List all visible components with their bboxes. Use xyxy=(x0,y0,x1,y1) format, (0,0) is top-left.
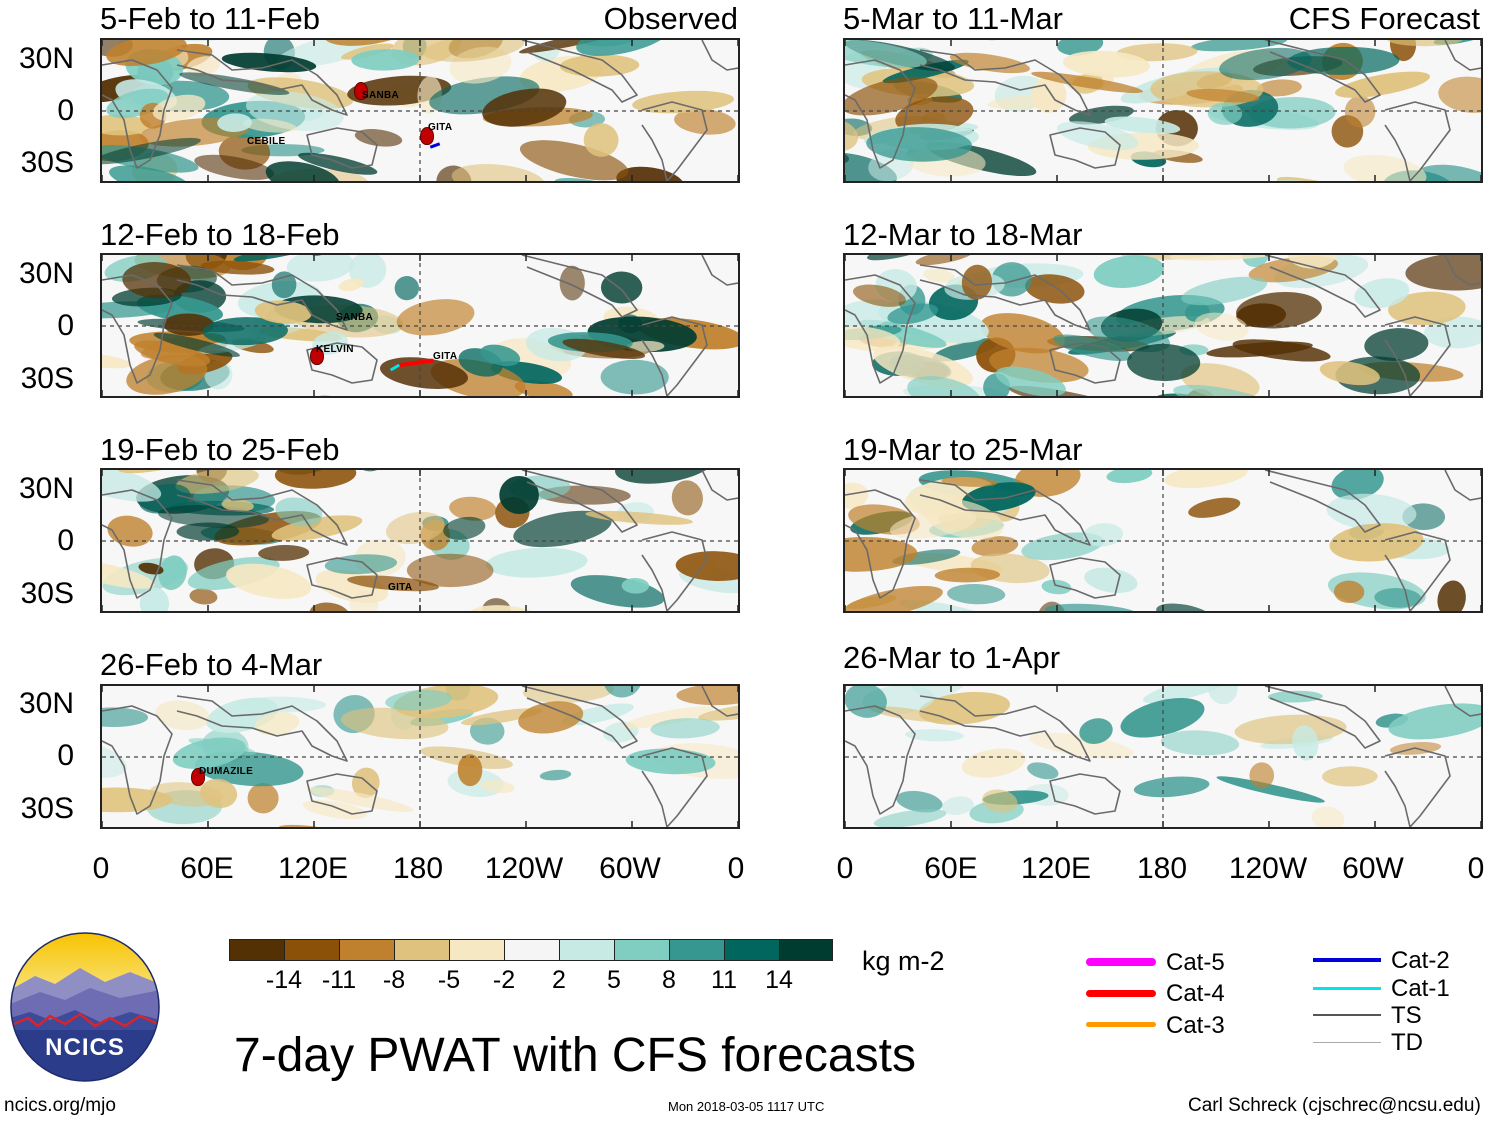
map-panel xyxy=(100,468,740,613)
panel-title-5: 5-Mar to 11-Mar xyxy=(843,1,1063,36)
colorbar-tick: 11 xyxy=(711,966,737,994)
colorbar-tick: 14 xyxy=(765,966,793,994)
colorbar-swatch xyxy=(779,939,833,961)
legend-label: Cat-2 xyxy=(1391,947,1450,974)
x-tick: 0 xyxy=(836,852,854,885)
map-panel xyxy=(100,684,740,829)
legend-label: Cat-5 xyxy=(1166,949,1225,976)
panel-title-6: 12-Mar to 18-Mar xyxy=(843,217,1083,252)
legend-swatch xyxy=(1313,958,1381,962)
footer-credit: Carl Schreck (cjschrec@ncsu.edu) xyxy=(1188,1095,1481,1116)
x-tick: 60E xyxy=(180,852,234,885)
storm-label-dumazile: DUMAZILE xyxy=(199,766,254,777)
x-tick: 60E xyxy=(924,852,978,885)
legend-label: TS xyxy=(1391,1002,1422,1029)
y-tick-eq: 0 xyxy=(57,94,74,127)
colorbar-tick: 2 xyxy=(552,966,566,994)
legend-label: Cat-4 xyxy=(1166,980,1225,1007)
storm-label-cebile: CEBILE xyxy=(247,136,286,147)
legend-swatch xyxy=(1086,958,1156,966)
map-panel xyxy=(843,38,1483,183)
map-panel xyxy=(100,38,740,183)
storm-marker-icon xyxy=(354,82,368,100)
y-tick-30s: 30S xyxy=(20,362,74,395)
colorbar-swatch xyxy=(284,939,340,961)
storm-label-sanba: SANBA xyxy=(362,90,400,101)
colorbar-tick: -8 xyxy=(382,966,406,994)
colorbar-tick: -11 xyxy=(321,966,357,994)
storm-marker-icon xyxy=(310,347,324,365)
colorbar-tick: 8 xyxy=(662,966,676,994)
x-tick: 60W xyxy=(599,852,661,885)
map-panel xyxy=(843,684,1483,829)
storm-marker-icon xyxy=(420,127,434,145)
x-tick: 120E xyxy=(277,852,349,885)
map-panel xyxy=(100,253,740,398)
colorbar-swatch xyxy=(229,939,285,961)
storm-label-gita: GITA xyxy=(428,122,453,133)
x-tick: 0 xyxy=(727,852,745,885)
legend-swatch xyxy=(1313,1042,1381,1043)
storm-label-gita: GITA xyxy=(433,351,458,362)
colorbar-swatch xyxy=(724,939,780,961)
legend-swatch xyxy=(1086,1022,1156,1027)
ncics-logo-icon: NCICS xyxy=(10,932,160,1082)
colorbar-swatch xyxy=(394,939,450,961)
forecast-label: CFS Forecast xyxy=(1288,1,1480,36)
x-tick: 120W xyxy=(1228,852,1308,885)
x-tick: 60W xyxy=(1342,852,1404,885)
storm-label-kelvin: KELVIN xyxy=(316,344,354,355)
legend-label: TD xyxy=(1391,1029,1423,1056)
y-tick-30s: 30S xyxy=(20,577,74,610)
colorbar-tick: -2 xyxy=(492,966,516,994)
panel-title-4: 26-Feb to 4-Mar xyxy=(100,647,323,682)
colorbar-swatch xyxy=(339,939,395,961)
colorbar-tick: -5 xyxy=(437,966,461,994)
legend-swatch xyxy=(1313,987,1381,990)
legend-swatch xyxy=(1313,1014,1381,1016)
panel-title-8: 26-Mar to 1-Apr xyxy=(843,640,1061,675)
footer-url[interactable]: ncics.org/mjo xyxy=(4,1095,116,1116)
y-tick-30n: 30N xyxy=(18,257,74,290)
colorbar-swatch xyxy=(669,939,725,961)
storm-marker-icon xyxy=(191,768,205,786)
y-tick-30s: 30S xyxy=(20,146,74,179)
map-panel xyxy=(843,253,1483,398)
x-tick: 180 xyxy=(392,852,444,885)
footer-timestamp: Mon 2018-03-05 1117 UTC xyxy=(668,1099,825,1114)
colorbar-swatch xyxy=(449,939,505,961)
panel-title-7: 19-Mar to 25-Mar xyxy=(843,432,1083,467)
map-panel xyxy=(843,468,1483,613)
panel-title-2: 12-Feb to 18-Feb xyxy=(100,217,340,252)
y-tick-eq: 0 xyxy=(57,739,74,772)
y-tick-eq: 0 xyxy=(57,524,74,557)
colorbar-tick: -14 xyxy=(265,966,303,994)
x-tick: 180 xyxy=(1136,852,1188,885)
x-tick: 120E xyxy=(1020,852,1092,885)
y-tick-30n: 30N xyxy=(18,687,74,720)
storm-label-sanba: SANBA xyxy=(336,312,374,323)
colorbar-tick: 5 xyxy=(607,966,621,994)
y-tick-eq: 0 xyxy=(57,309,74,342)
panel-title-1: 5-Feb to 11-Feb xyxy=(100,1,320,36)
colorbar-swatch xyxy=(504,939,560,961)
legend-label: Cat-3 xyxy=(1166,1012,1225,1039)
colorbar-units: kg m-2 xyxy=(862,946,945,976)
legend-label: Cat-1 xyxy=(1391,975,1450,1002)
legend-swatch xyxy=(1086,990,1156,997)
ncics-logo[interactable]: NCICS xyxy=(10,932,160,1082)
x-tick: 120W xyxy=(484,852,564,885)
logo-text: NCICS xyxy=(45,1034,125,1061)
colorbar-swatch xyxy=(559,939,615,961)
observed-label: Observed xyxy=(603,1,738,36)
colorbar-swatch xyxy=(614,939,670,961)
x-tick: 0 xyxy=(1467,852,1485,885)
panel-title-3: 19-Feb to 25-Feb xyxy=(100,432,340,467)
y-tick-30s: 30S xyxy=(20,792,74,825)
y-tick-30n: 30N xyxy=(18,472,74,505)
main-title: 7-day PWAT with CFS forecasts xyxy=(234,1029,916,1082)
storm-label-gita: GITA xyxy=(388,582,413,593)
y-tick-30n: 30N xyxy=(18,42,74,75)
x-tick: 0 xyxy=(92,852,110,885)
